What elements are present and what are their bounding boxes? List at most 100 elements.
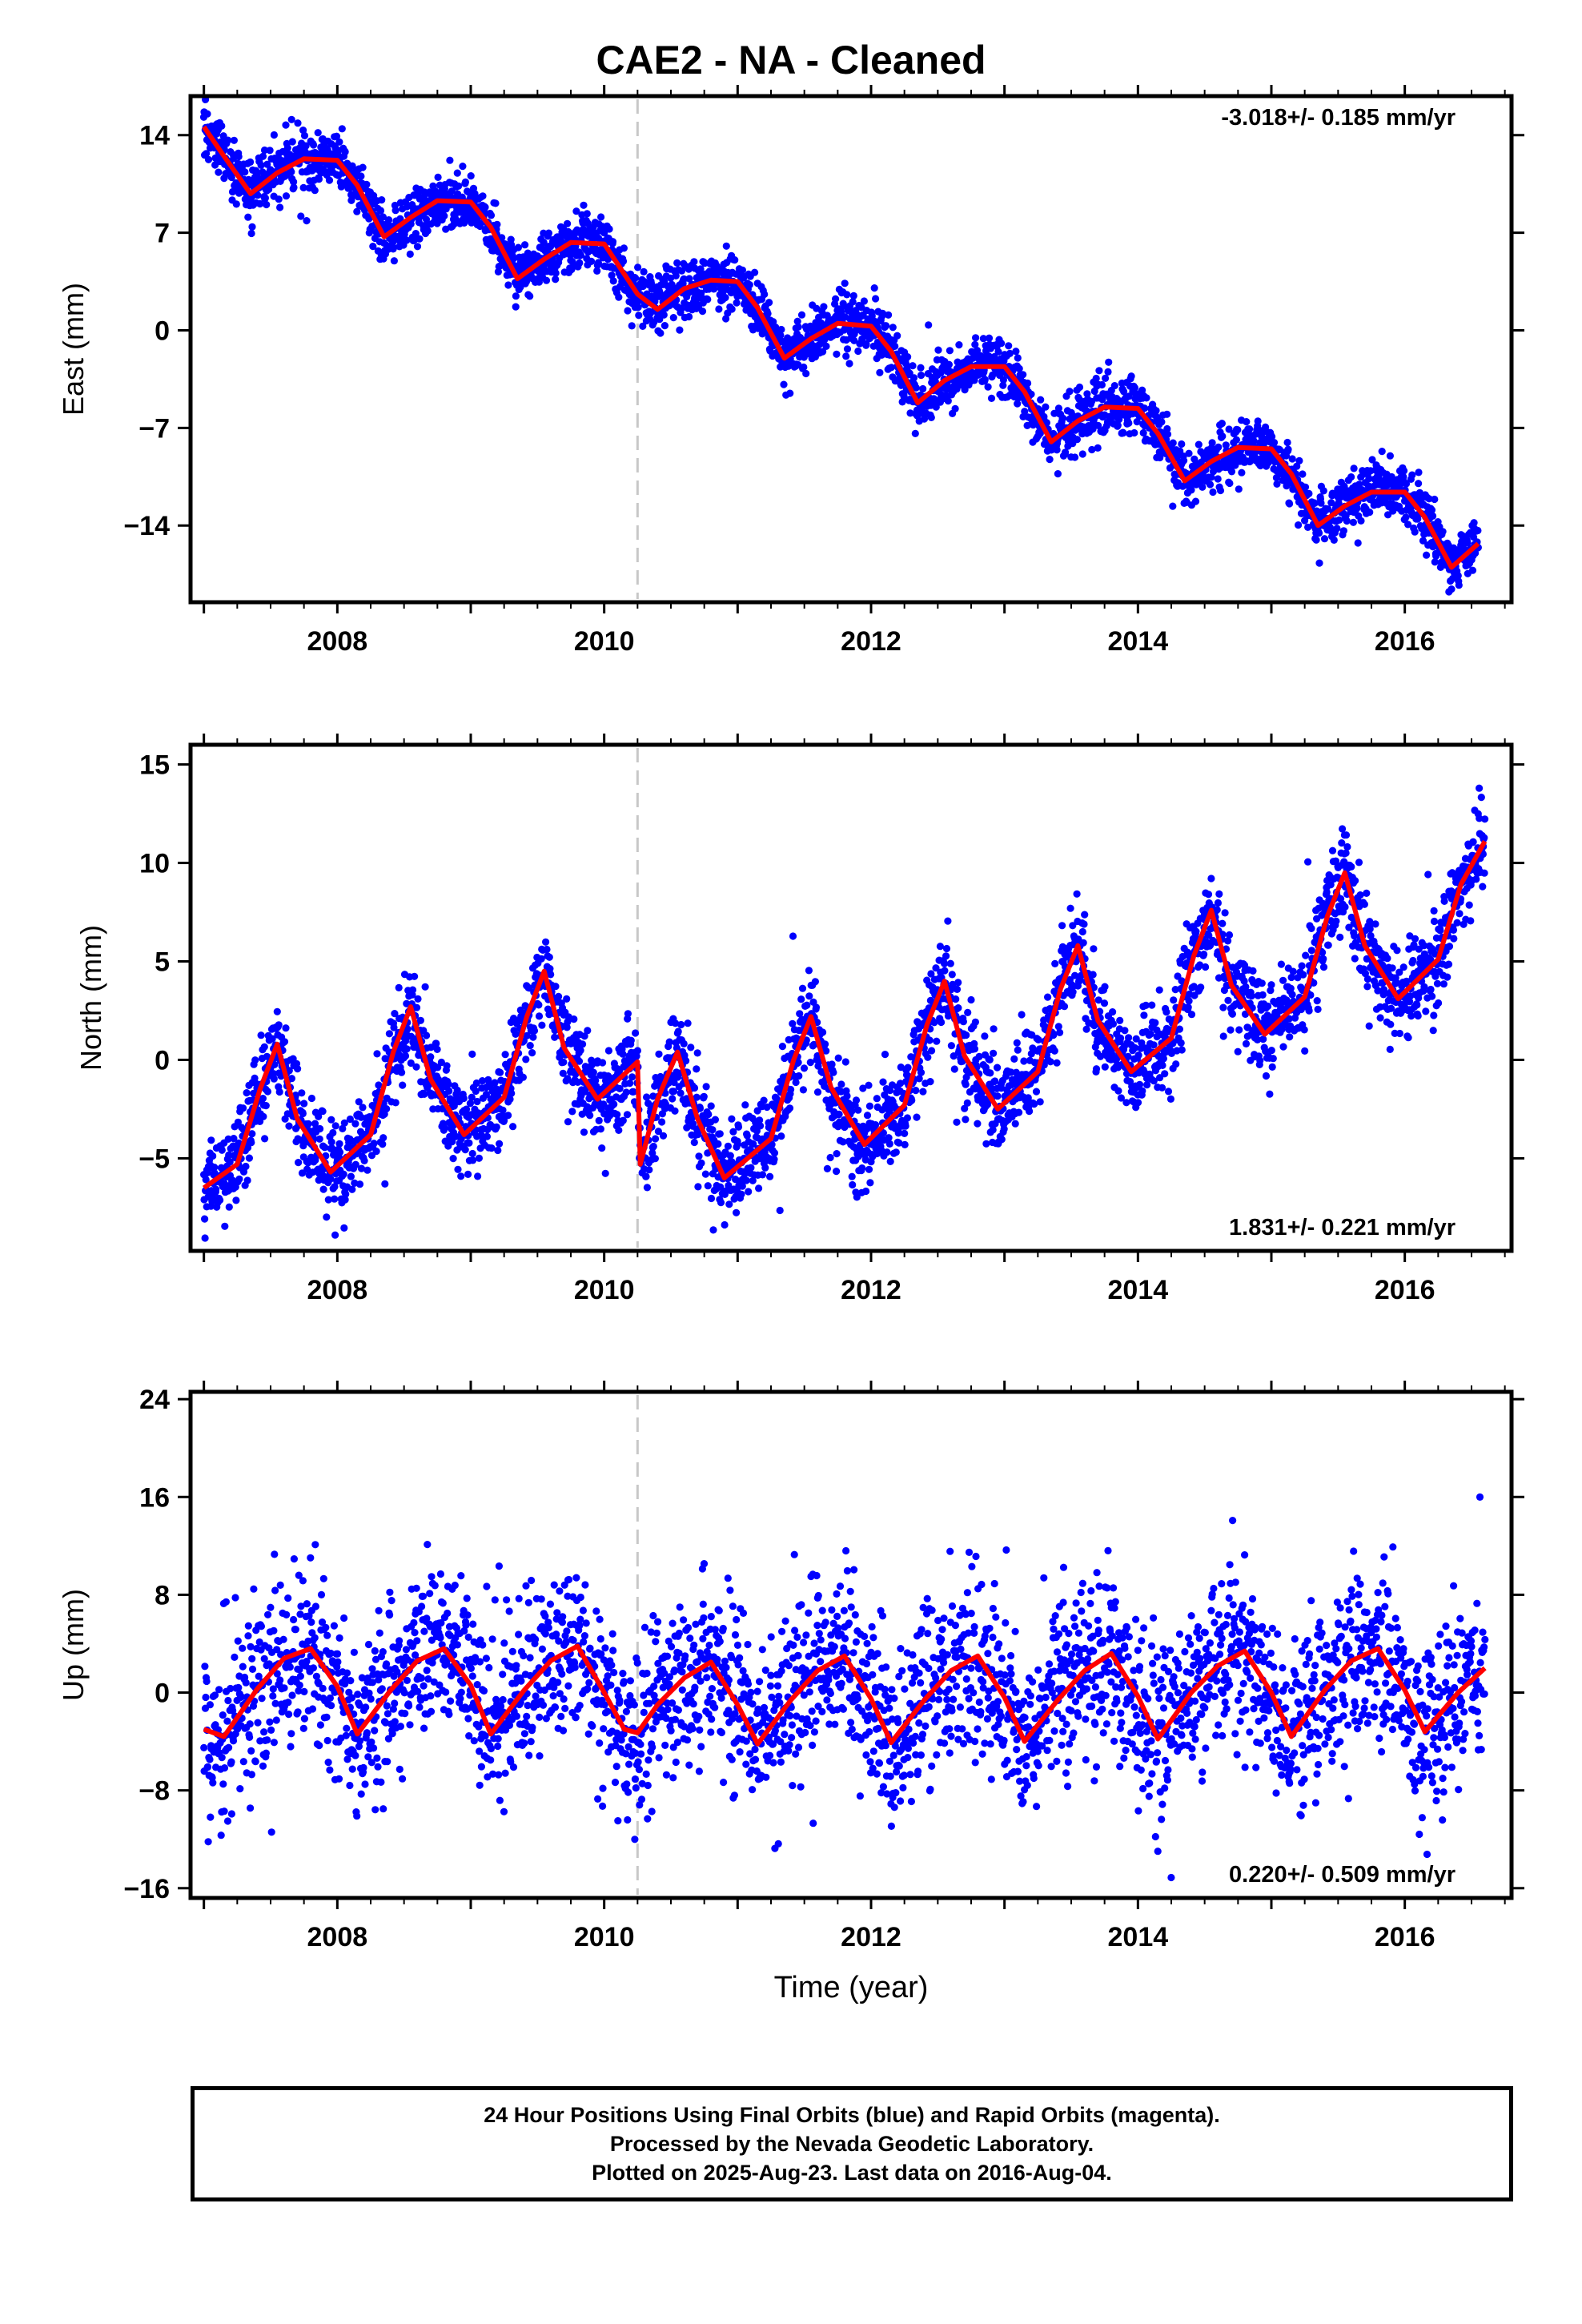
data-point — [209, 1152, 217, 1160]
data-point — [570, 1015, 578, 1023]
data-point — [789, 1019, 797, 1027]
data-point — [433, 1045, 441, 1053]
data-point — [568, 1108, 576, 1116]
data-point — [971, 340, 979, 348]
data-point — [704, 1149, 712, 1157]
data-point — [633, 1047, 642, 1055]
data-point — [1400, 467, 1408, 475]
data-point — [1015, 364, 1023, 372]
data-point — [627, 1036, 635, 1044]
data-point — [670, 1078, 678, 1087]
data-point — [453, 169, 461, 177]
data-point — [512, 292, 520, 300]
data-point — [1425, 495, 1433, 503]
data-point — [299, 183, 307, 191]
data-point — [1431, 558, 1439, 566]
data-point — [717, 1183, 725, 1191]
data-point — [1040, 412, 1048, 420]
data-point — [1295, 521, 1303, 529]
data-point — [1319, 487, 1327, 495]
data-point — [624, 307, 632, 315]
data-point — [893, 332, 901, 340]
data-point — [434, 1063, 442, 1072]
data-point — [530, 1027, 539, 1035]
data-point — [1206, 480, 1215, 489]
data-point — [1226, 479, 1234, 488]
data-point — [796, 1010, 804, 1018]
data-point — [427, 1053, 435, 1061]
data-point — [794, 1059, 802, 1067]
data-point — [842, 352, 850, 360]
data-point — [234, 1118, 242, 1126]
data-point — [391, 1010, 399, 1018]
data-point — [951, 404, 959, 412]
data-point — [276, 203, 284, 211]
data-point — [462, 1105, 471, 1113]
data-point — [932, 403, 940, 411]
data-point — [721, 1220, 729, 1229]
data-point — [906, 409, 914, 417]
data-point — [672, 271, 680, 279]
data-point — [464, 1170, 472, 1178]
data-point — [642, 1172, 650, 1180]
data-point — [545, 953, 553, 961]
data-point — [315, 1112, 323, 1120]
data-point — [263, 1088, 271, 1096]
data-point — [216, 1196, 224, 1204]
data-point — [493, 220, 501, 228]
data-point — [931, 377, 939, 385]
data-point — [1169, 439, 1177, 447]
data-point — [794, 323, 802, 331]
data-point — [677, 304, 685, 313]
data-point — [850, 336, 858, 344]
data-point — [1468, 566, 1477, 574]
x-tick-label: 2016 — [1375, 626, 1435, 657]
data-point — [370, 1140, 378, 1148]
data-point — [363, 180, 371, 188]
data-point — [563, 995, 571, 1003]
data-point — [619, 1116, 627, 1124]
data-point — [351, 1160, 359, 1168]
data-point — [640, 267, 648, 275]
data-point — [413, 243, 422, 251]
data-point — [1288, 455, 1296, 463]
data-point — [1169, 502, 1177, 510]
data-point — [357, 1164, 366, 1172]
y-axis-label: East (mm) — [57, 283, 90, 416]
data-point — [538, 1021, 546, 1029]
data-point — [307, 1094, 315, 1103]
data-point — [1105, 358, 1113, 366]
data-point — [1178, 440, 1186, 448]
data-point — [487, 211, 496, 219]
data-point — [798, 984, 807, 992]
data-point — [685, 312, 693, 321]
data-point — [285, 1122, 293, 1130]
data-point — [1114, 421, 1122, 429]
data-point — [979, 335, 987, 343]
data-point — [580, 1128, 588, 1136]
data-point — [872, 295, 880, 303]
data-point — [325, 176, 334, 184]
data-point — [761, 1164, 769, 1172]
data-point — [1005, 342, 1013, 350]
data-point — [709, 1226, 717, 1234]
data-point — [634, 263, 642, 271]
data-point — [446, 156, 454, 164]
data-point — [912, 384, 920, 392]
data-point — [339, 1170, 347, 1178]
data-point — [1384, 511, 1392, 519]
data-point — [698, 308, 707, 316]
data-point — [634, 304, 642, 312]
data-point — [701, 1170, 710, 1178]
data-point — [263, 200, 271, 209]
data-point — [778, 1043, 787, 1051]
data-point — [800, 1064, 809, 1072]
data-point — [722, 242, 730, 250]
data-point — [1094, 421, 1102, 430]
data-point — [1163, 410, 1171, 418]
data-point — [837, 308, 845, 316]
data-point — [1246, 425, 1254, 433]
data-point — [690, 1084, 699, 1092]
